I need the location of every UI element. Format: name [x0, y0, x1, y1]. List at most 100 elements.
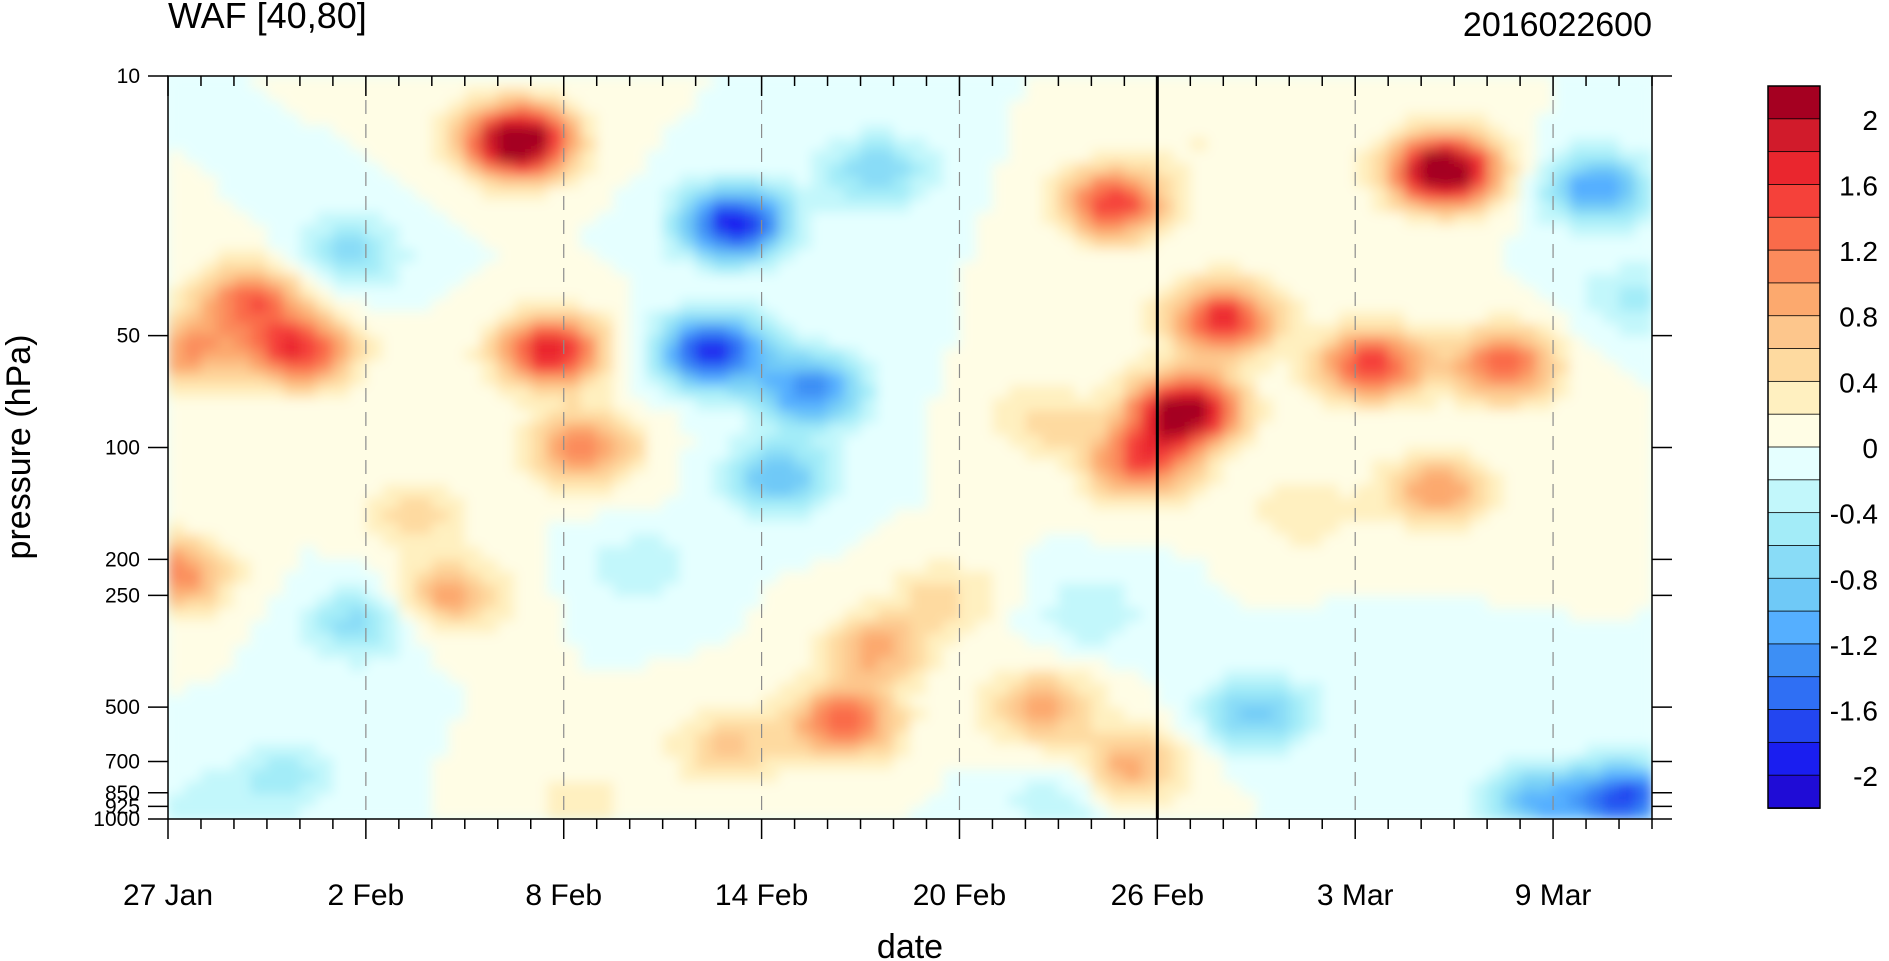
- contour-cell: [794, 608, 812, 622]
- contour-cell: [1569, 472, 1587, 486]
- contour-cell: [1157, 459, 1175, 473]
- contour-cell: [1619, 323, 1637, 337]
- contour-cell: [1371, 199, 1389, 213]
- contour-cell: [415, 274, 433, 288]
- contour-cell: [1503, 199, 1521, 213]
- contour-cell: [1371, 88, 1389, 102]
- contour-cell: [1190, 286, 1208, 300]
- contour-cell: [563, 199, 581, 213]
- contour-cell: [1536, 76, 1554, 89]
- contour-cell: [926, 175, 944, 189]
- contour-cell: [580, 558, 598, 572]
- contour-cell: [1223, 459, 1241, 473]
- contour-cell: [1454, 608, 1472, 622]
- contour-cell: [200, 484, 219, 498]
- contour-cell: [250, 323, 268, 337]
- contour-cell: [811, 707, 829, 721]
- contour-cell: [365, 150, 383, 164]
- contour-cell: [563, 187, 581, 201]
- contour-cell: [1223, 224, 1241, 238]
- contour-cell: [316, 311, 334, 325]
- contour-cell: [448, 100, 466, 114]
- contour-cell: [1388, 571, 1406, 585]
- contour-cell: [266, 435, 285, 449]
- contour-cell: [712, 187, 730, 201]
- contour-cell: [844, 397, 862, 411]
- contour-cell: [811, 583, 829, 597]
- contour-cell: [1206, 236, 1224, 250]
- contour-cell: [217, 633, 235, 647]
- contour-cell: [745, 125, 763, 139]
- contour-cell: [1190, 620, 1208, 634]
- contour-cell: [1008, 459, 1027, 473]
- contour-cell: [596, 719, 614, 733]
- contour-cell: [1289, 311, 1307, 325]
- contour-cell: [481, 249, 499, 263]
- contour-cell: [497, 323, 515, 337]
- contour-cell: [1520, 323, 1538, 337]
- contour-cell: [1487, 695, 1505, 709]
- contour-cell: [844, 385, 862, 399]
- contour-cell: [1074, 571, 1092, 585]
- contour-cell: [250, 298, 268, 312]
- contour-cell: [712, 484, 730, 498]
- contour-cell: [1553, 373, 1571, 387]
- contour-cell: [794, 199, 812, 213]
- contour-cell: [959, 534, 977, 548]
- contour-cell: [1619, 509, 1637, 523]
- contour-cell: [728, 373, 746, 387]
- contour-cell: [415, 670, 433, 684]
- contour-cell: [184, 137, 202, 151]
- contour-cell: [959, 162, 977, 176]
- contour-cell: [1074, 546, 1092, 560]
- contour-cell: [1025, 633, 1043, 647]
- contour-cell: [349, 682, 367, 696]
- contour-cell: [299, 274, 317, 288]
- contour-cell: [975, 162, 994, 176]
- contour-cell: [778, 385, 796, 399]
- contour-cell: [530, 274, 548, 288]
- contour-cell: [1239, 707, 1257, 721]
- contour-cell: [431, 348, 449, 362]
- contour-cell: [398, 274, 416, 288]
- contour-cell: [580, 546, 598, 560]
- contour-cell: [1058, 348, 1076, 362]
- contour-cell: [1454, 633, 1472, 647]
- contour-cell: [728, 583, 746, 597]
- contour-cell: [168, 732, 186, 746]
- contour-cell: [745, 744, 763, 758]
- contour-cell: [1602, 695, 1620, 709]
- contour-cell: [1008, 100, 1027, 114]
- contour-cell: [1437, 100, 1455, 114]
- contour-cell: [1157, 435, 1175, 449]
- contour-cell: [728, 534, 746, 548]
- contour-cell: [1470, 212, 1488, 226]
- contour-cell: [266, 199, 285, 213]
- contour-cell: [992, 459, 1010, 473]
- contour-cell: [662, 521, 680, 535]
- contour-cell: [745, 249, 763, 263]
- contour-cell: [1553, 212, 1571, 226]
- contour-cell: [844, 645, 862, 659]
- contour-cell: [1140, 162, 1158, 176]
- contour-cell: [1421, 113, 1439, 127]
- contour-cell: [497, 521, 515, 535]
- contour-cell: [695, 472, 713, 486]
- contour-cell: [860, 757, 878, 771]
- contour-cell: [761, 558, 779, 572]
- contour-cell: [1041, 224, 1059, 238]
- contour-cell: [1091, 695, 1109, 709]
- contour-cell: [530, 633, 548, 647]
- contour-cell: [514, 348, 532, 362]
- contour-cell: [1421, 298, 1439, 312]
- contour-cell: [1058, 360, 1076, 374]
- contour-cell: [1553, 187, 1571, 201]
- contour-cell: [1058, 620, 1076, 634]
- contour-cell: [1503, 670, 1521, 684]
- contour-cell: [695, 757, 713, 771]
- contour-cell: [580, 100, 598, 114]
- contour-cell: [481, 261, 499, 275]
- contour-cell: [910, 336, 928, 350]
- contour-cell: [1272, 76, 1290, 89]
- contour-cell: [827, 521, 845, 535]
